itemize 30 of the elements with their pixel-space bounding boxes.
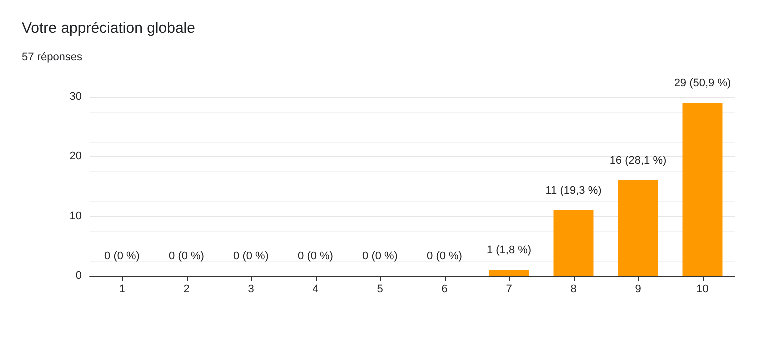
y-tick-label: 20 (70, 150, 82, 163)
x-tick-label: 5 (377, 284, 384, 296)
data-label: 0 (0 %) (234, 250, 269, 262)
bar (489, 270, 530, 276)
bar (618, 180, 658, 276)
bar (554, 210, 594, 276)
x-tick-label: 10 (696, 284, 709, 296)
data-label: 0 (0 %) (104, 250, 140, 262)
data-label: 0 (0 %) (427, 250, 462, 262)
x-tick-label: 3 (248, 284, 254, 296)
data-label: 0 (0 %) (362, 250, 398, 262)
data-label: 1 (1,8 %) (486, 244, 532, 257)
y-tick-label: 30 (70, 91, 82, 103)
data-label: 0 (0 %) (298, 250, 334, 262)
data-label: 0 (0 %) (169, 250, 204, 262)
y-tick-label: 0 (76, 270, 82, 282)
chart-subtitle: 57 réponses (22, 52, 84, 64)
x-tick-label: 2 (184, 284, 190, 296)
bar (682, 102, 723, 276)
data-label: 11 (19,3 %) (546, 184, 602, 197)
x-tick-label: 1 (119, 284, 126, 296)
x-tick-label: 4 (312, 284, 319, 296)
data-label: 16 (28,1 %) (610, 155, 667, 168)
y-tick-label: 10 (70, 210, 82, 222)
chart-title: Votre appréciation globale (22, 20, 196, 37)
x-tick-label: 9 (635, 284, 642, 296)
x-tick-label: 7 (506, 284, 512, 296)
x-tick-label: 8 (570, 284, 577, 296)
x-tick-label: 6 (442, 284, 448, 296)
data-label: 29 (50,9 %) (674, 77, 732, 90)
